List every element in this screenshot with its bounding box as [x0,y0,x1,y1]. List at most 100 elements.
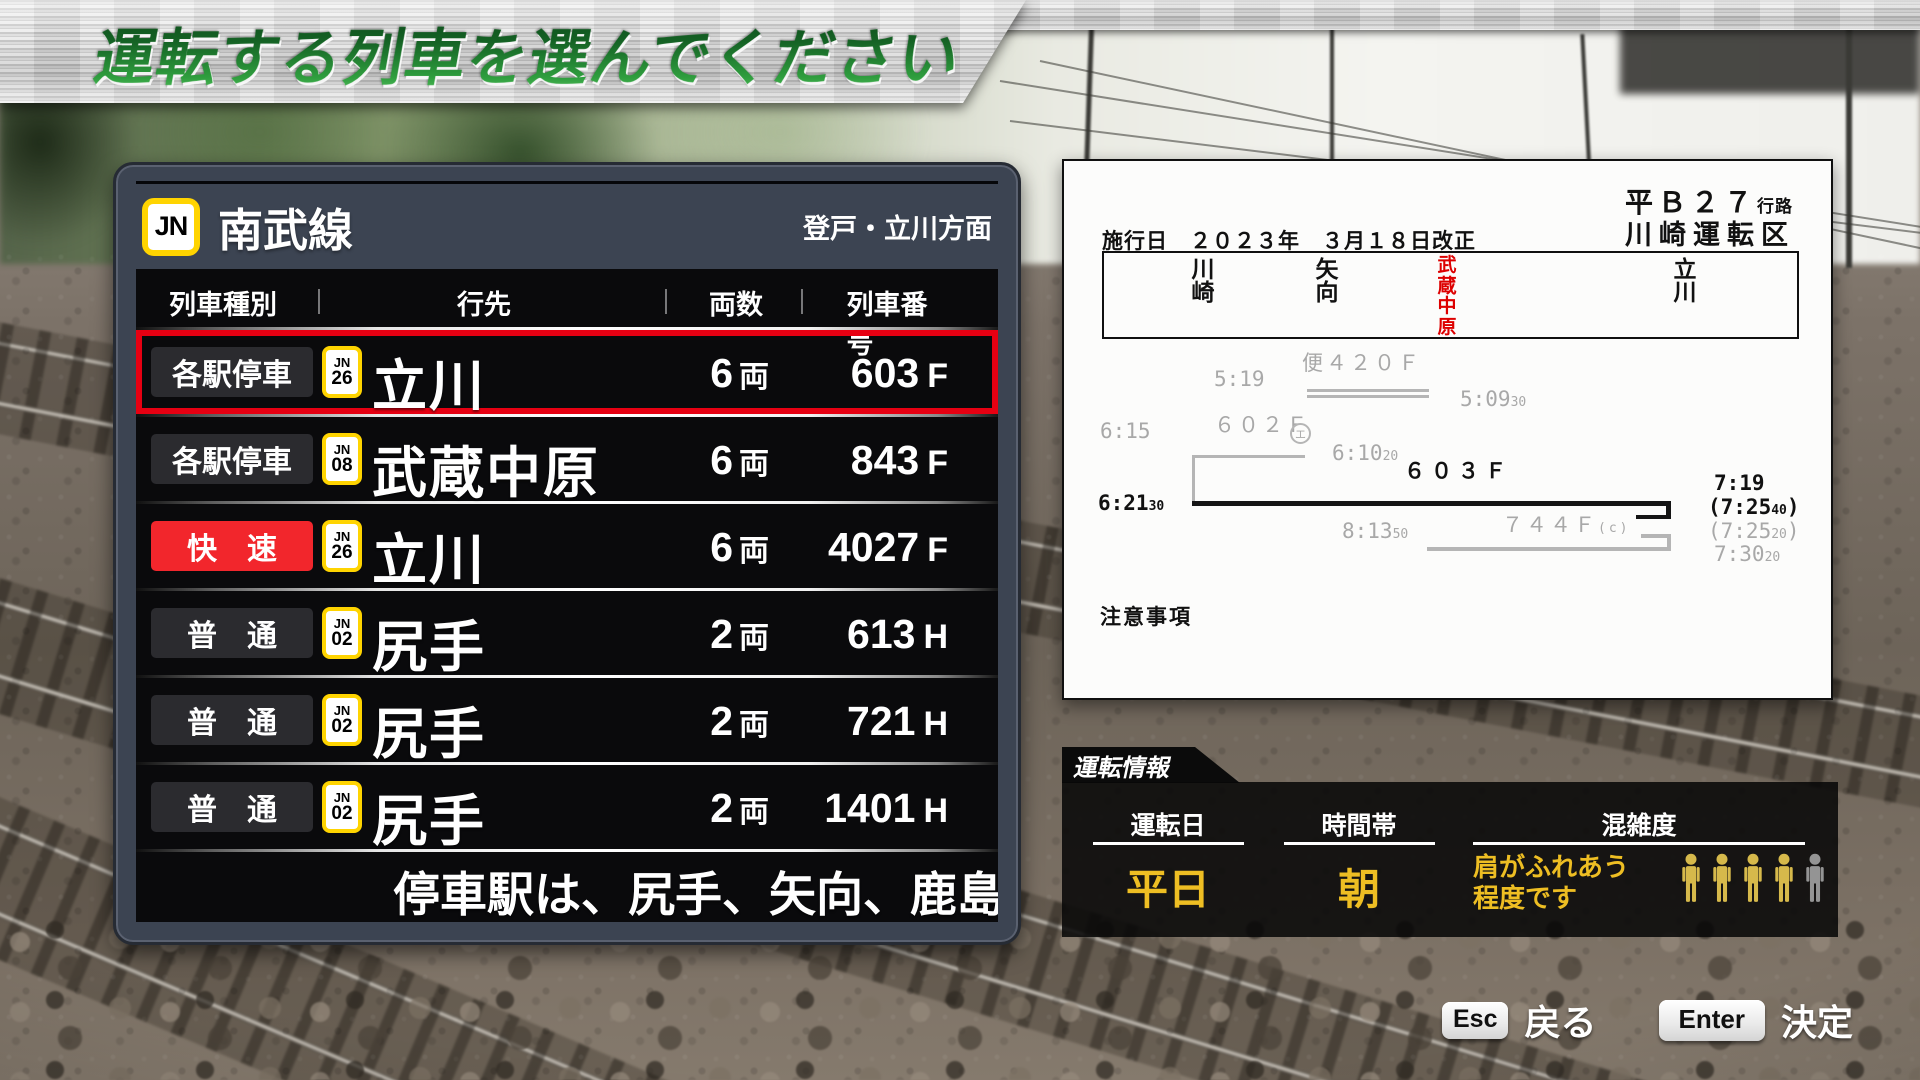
station-number-badge: JN 26 [322,520,362,572]
effective-date: 施行日 ２０２３年 ３月１８日改正 [1102,230,1476,253]
train-number: 4027 F [828,524,948,570]
ballast-stones [0,920,1920,1080]
train-type-badge-rapid: 快 速 [151,521,313,571]
destination: 武蔵中原 [372,442,601,504]
train-type-badge: 各駅停車 [151,434,313,484]
row-divider [136,501,998,504]
train-744-line [1427,547,1671,551]
train-list-header: 列車種別 ｜ 行先 ｜ 両数 ｜ 列車番号 [136,269,998,359]
train-type-badge: 普 通 [151,782,313,832]
line-direction: 登戸・立川方面 [803,214,992,244]
time-420-dep: 5:19 [1214,367,1265,391]
train-420-line [1307,389,1429,392]
row-divider [136,414,998,417]
row-divider [136,588,998,591]
col-destination: 行先 [457,290,511,320]
col-separator: ｜ [306,289,332,317]
duty-timetable-card: 平Ｂ２７行路 川崎運転区 施行日 ２０２３年 ３月１８日改正 川 崎 矢 向 武… [1062,159,1833,700]
stops-marquee: 停車駅は、尻手、矢向、鹿島田 [136,852,998,922]
person-icon [1804,851,1826,910]
underline [1473,842,1805,845]
value-operating-day: 平日 [1125,866,1211,913]
key-hints: Esc 戻る Enter 決定 [1442,994,1853,1046]
train-number: 1401 H [824,785,948,831]
underline [1284,842,1435,845]
destination: 尻手 [372,790,487,852]
station-tachikawa: 立 川 [1673,256,1697,305]
train-744-line-hook [1667,534,1671,551]
line-logo-jn: JN [142,197,200,256]
title-banner: 運転する列車を選んでください [0,0,1026,103]
route-diagram: 5:19 便４２０Ｆ 5:0930 6:15 ６０２Ｆ エ 6:1020 ６０３… [1064,161,1831,698]
station-yako: 矢 向 [1315,256,1339,305]
train-number: 603 F [850,350,948,396]
station-number-badge: JN 02 [322,607,362,659]
person-icon [1680,851,1702,910]
duty-number: 平Ｂ２７行路 [1624,187,1793,218]
train-420-line [1307,395,1429,398]
time-602-arr: 6:1020 [1332,441,1399,465]
value-time-band: 朝 [1337,866,1381,913]
row-divider [136,849,998,852]
train-603-label: ６０３Ｆ [1404,459,1512,483]
train-number: 843 F [850,437,948,483]
person-icon [1742,851,1764,910]
row-divider [136,675,998,678]
destination: 尻手 [372,703,487,765]
time-603-arr2: (7:2540) [1708,495,1800,519]
train-744-line-hook [1641,534,1671,538]
station-number-badge: JN 02 [322,694,362,746]
title-banner-plate [0,0,1026,103]
row-divider [136,762,998,765]
depot-name: 川崎運転区 [1625,220,1795,250]
page-title: 運転する列車を選んでください [88,8,969,97]
label-time-band: 時間帯 [1321,812,1397,840]
crowding-meter [1680,852,1830,910]
line-name: 南武線 [218,205,354,256]
label-crowding: 混雑度 [1601,812,1677,840]
overhead-structure [1620,24,1920,94]
destination: 立川 [372,355,487,417]
line-header: JN 南武線 登戸・立川方面 [136,181,998,269]
time-744-arr2: 7:3020 [1714,542,1781,566]
esc-key[interactable]: Esc [1442,1001,1509,1039]
train-type-badge: 普 通 [151,608,313,658]
label-operating-day: 運転日 [1130,812,1206,840]
station-number-badge: JN 02 [322,781,362,833]
train-744-label: ７４４Ｆ(c) [1502,513,1631,537]
underline [1093,842,1244,845]
time-602-dep: 6:15 [1100,419,1151,443]
enter-key-label: 決定 [1780,1002,1853,1043]
time-603-dep: 6:2130 [1098,491,1165,515]
train-602-line [1192,455,1305,458]
time-420-arr: 5:0930 [1460,387,1527,411]
train-420-label: 便４２０Ｆ [1302,351,1422,375]
time-744-arr1: (7:2520) [1708,519,1800,543]
catenary-pole [1846,28,1852,268]
person-icon [1773,851,1795,910]
esc-key-label: 戻る [1524,1002,1597,1043]
enter-key[interactable]: Enter [1658,999,1765,1041]
train-602-line [1192,455,1195,504]
destination: 尻手 [372,616,487,678]
time-603-arr: 7:19 [1714,471,1765,495]
train-603-line-hook [1666,501,1671,519]
value-crowding: 肩がふれあう 程度です [1473,852,1630,914]
col-train-number: 列車番号 [846,290,928,359]
notes-label: 注意事項 [1100,606,1192,629]
stops-marquee-text: 停車駅は、尻手、矢向、鹿島田 [393,868,998,921]
time-744-dep: 8:1350 [1342,519,1409,543]
